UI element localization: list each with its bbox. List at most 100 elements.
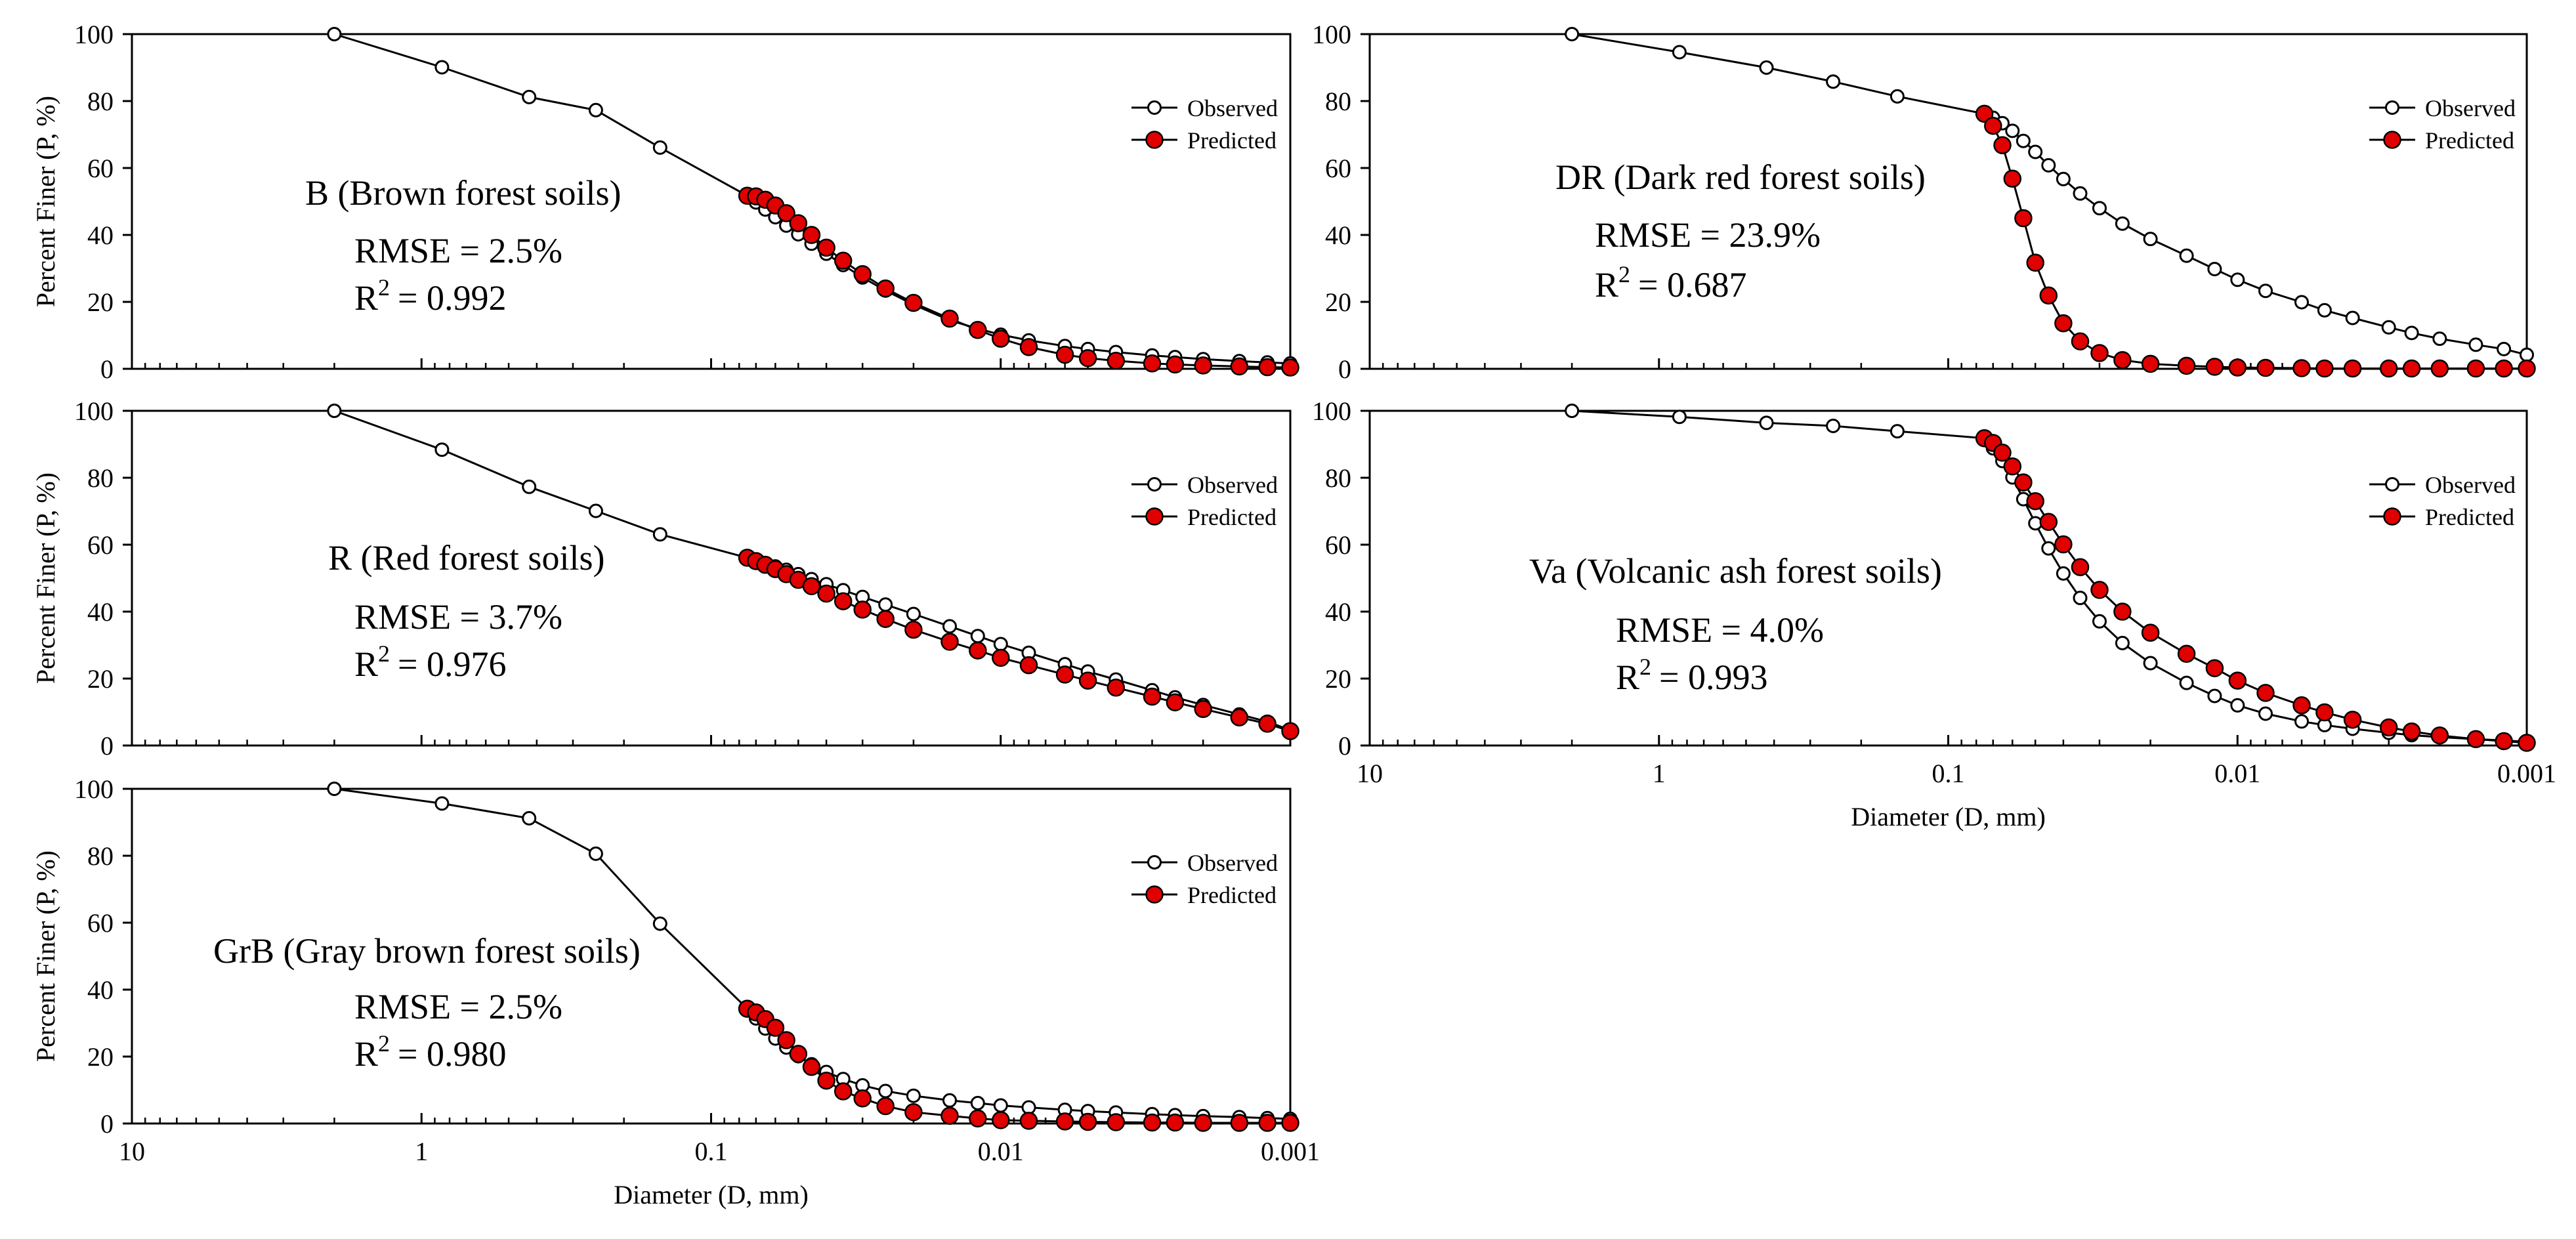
predicted-point [2090, 581, 2109, 599]
observed-point [942, 619, 957, 634]
observed-point [993, 1098, 1008, 1113]
observed-point [2497, 341, 2512, 356]
r2-annotation: R2 = 0.992 [354, 274, 507, 318]
predicted-point [1194, 1114, 1212, 1132]
observed-point [327, 404, 342, 418]
predicted-point [969, 1109, 987, 1128]
y-tick-label: 100 [74, 396, 114, 426]
legend-label-observed: Observed [2425, 472, 2516, 498]
predicted-point [1019, 656, 1038, 675]
observed-point [1890, 89, 1905, 104]
y-tick-label: 60 [87, 530, 114, 560]
observed-point [2432, 331, 2447, 346]
predicted-point [1230, 1114, 1249, 1132]
legend-marker-predicted [2383, 131, 2401, 149]
observed-point [588, 102, 603, 117]
y-tick-label: 60 [1325, 530, 1351, 560]
observed-point [2258, 284, 2273, 299]
predicted-point [1107, 679, 1126, 697]
rmse-annotation: RMSE = 23.9% [1595, 215, 1821, 255]
y-tick-label: 40 [1325, 220, 1351, 250]
predicted-point [2205, 358, 2224, 376]
r2-value: = 0.976 [398, 644, 506, 684]
predicted-point [904, 620, 923, 639]
observed-point [2056, 566, 2071, 581]
panel-title: B (Brown forest soils) [305, 173, 621, 213]
legend: Observed Predicted [2369, 472, 2516, 530]
observed-point [1826, 74, 1841, 89]
predicted-point [1258, 715, 1277, 733]
predicted-point [992, 329, 1010, 348]
predicted-point [2177, 356, 2196, 375]
panel-dr: 0 20 40 60 80 100 Observed Predicted DR (Dark re… [1312, 20, 2536, 384]
y-tick-label: 100 [74, 774, 114, 804]
predicted-point [2205, 659, 2224, 677]
r2-superscript: 2 [378, 1030, 390, 1057]
predicted-point [2495, 359, 2513, 378]
predicted-point [940, 309, 959, 328]
predicted-point [2090, 344, 2109, 362]
predicted-point [2315, 703, 2334, 722]
x-tick-label: 1 [415, 1137, 428, 1166]
panel-r: 0 20 40 60 80 100 Percent Finer (P, %) Observed… [31, 396, 1299, 761]
x-tick-label: 0.1 [1932, 759, 1965, 788]
predicted-point [2003, 457, 2022, 476]
rmse-annotation: RMSE = 4.0% [1616, 610, 1824, 650]
r2-symbol: R [1616, 658, 1639, 697]
predicted-point [2292, 696, 2311, 715]
legend-label-observed: Observed [1187, 472, 1278, 498]
predicted-point [2379, 718, 2398, 737]
legend-label-predicted: Predicted [1187, 882, 1277, 908]
observed-point [652, 527, 667, 542]
y-tick-label: 80 [87, 463, 114, 493]
y-tick-label: 20 [87, 664, 114, 694]
predicted-point [2518, 359, 2536, 378]
predicted-point [969, 641, 987, 660]
panel-title: Va (Volcanic ash forest soils) [1529, 551, 1942, 591]
predicted-point [2430, 726, 2449, 745]
predicted-point [766, 1018, 785, 1037]
predicted-point [1230, 357, 1249, 376]
predicted-point [1194, 700, 1212, 719]
legend: Observed Predicted [1131, 95, 1278, 154]
predicted-point [1143, 354, 1162, 373]
predicted-point [817, 238, 835, 257]
r2-symbol: R [1595, 265, 1618, 304]
legend-label-predicted: Predicted [2425, 127, 2514, 154]
legend: Observed Predicted [1131, 472, 1278, 530]
observed-point [1759, 60, 1774, 75]
predicted-point [1258, 1114, 1277, 1132]
predicted-point [817, 1071, 835, 1090]
y-tick-label: 100 [74, 20, 114, 49]
observed-point [2294, 714, 2309, 729]
predicted-point [1281, 722, 1299, 740]
observed-point [2317, 303, 2332, 318]
observed-point [1565, 404, 1580, 418]
observed-point [1672, 410, 1687, 425]
observed-point [1759, 415, 1774, 430]
predicted-point [876, 610, 895, 628]
predicted-point [2343, 710, 2362, 729]
panel-va: 0 20 40 60 80 100 10 1 0.1 0.01 0.001 Diameter (D, … [1312, 396, 2556, 831]
observed-point [652, 916, 667, 931]
legend-marker-predicted [2383, 507, 2401, 526]
y-tick-label: 40 [87, 975, 114, 1005]
rmse-annotation: RMSE = 3.7% [354, 597, 562, 637]
y-tick-label: 60 [1325, 154, 1351, 183]
y-tick-label: 80 [87, 841, 114, 871]
predicted-point [940, 1106, 959, 1125]
predicted-point [802, 226, 821, 244]
x-axis-label: Diameter (D, mm) [614, 1180, 809, 1209]
legend-marker-predicted [1145, 885, 1164, 904]
predicted-point [817, 584, 835, 603]
predicted-point [1055, 665, 1074, 684]
observed-point [906, 606, 921, 621]
observed-point [2028, 144, 2043, 159]
predicted-point [1019, 1112, 1038, 1130]
observed-point [2207, 262, 2222, 276]
panel-title: GrB (Gray brown forest soils) [213, 931, 641, 971]
observed-point [2294, 295, 2309, 310]
observed-point [434, 60, 450, 75]
predicted-point [1975, 104, 1994, 123]
predicted-point [2141, 623, 2160, 642]
